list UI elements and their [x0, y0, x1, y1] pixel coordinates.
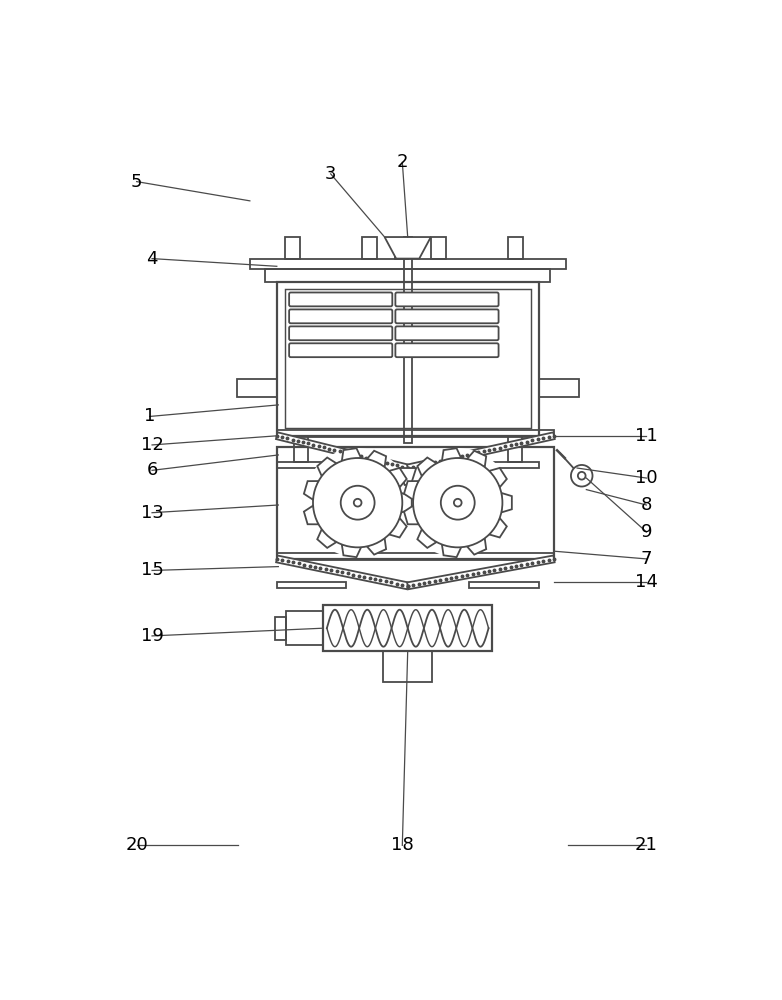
Text: 2: 2 [396, 153, 408, 171]
Polygon shape [404, 481, 418, 500]
Text: 12: 12 [141, 436, 163, 454]
Polygon shape [304, 506, 318, 524]
Polygon shape [400, 468, 416, 485]
FancyBboxPatch shape [289, 292, 393, 306]
FancyBboxPatch shape [396, 326, 499, 340]
Circle shape [353, 499, 361, 507]
Polygon shape [401, 493, 412, 512]
Polygon shape [442, 544, 461, 557]
Text: 19: 19 [141, 627, 163, 645]
Bar [508, 237, 523, 259]
Polygon shape [276, 556, 408, 589]
Text: 3: 3 [325, 165, 336, 183]
Bar [431, 237, 447, 259]
Circle shape [578, 472, 586, 480]
Text: 9: 9 [640, 523, 652, 541]
Polygon shape [490, 518, 507, 537]
FancyBboxPatch shape [396, 343, 499, 357]
Circle shape [341, 486, 375, 520]
Text: 8: 8 [640, 496, 652, 514]
Text: 15: 15 [141, 561, 163, 579]
Polygon shape [367, 538, 386, 555]
FancyBboxPatch shape [289, 326, 393, 340]
Bar [277, 553, 554, 560]
Circle shape [303, 448, 412, 557]
Bar [250, 259, 565, 269]
Text: 21: 21 [635, 836, 658, 854]
Bar [539, 379, 579, 397]
Text: 10: 10 [635, 469, 658, 487]
Text: 6: 6 [146, 461, 158, 479]
Polygon shape [389, 518, 407, 537]
Bar [383, 651, 432, 682]
FancyBboxPatch shape [289, 309, 393, 323]
Bar [277, 430, 554, 437]
Text: 5: 5 [131, 173, 142, 191]
Text: 13: 13 [141, 504, 163, 522]
Bar [469, 582, 539, 588]
Bar [265, 269, 551, 282]
Polygon shape [342, 448, 361, 461]
Circle shape [313, 458, 402, 547]
Polygon shape [304, 481, 318, 500]
Polygon shape [490, 468, 507, 487]
Bar [277, 447, 554, 559]
Text: 7: 7 [640, 550, 652, 568]
Polygon shape [467, 538, 486, 555]
Polygon shape [501, 493, 512, 512]
Bar [404, 237, 411, 443]
Bar [277, 582, 346, 588]
Text: 18: 18 [391, 836, 414, 854]
Text: 1: 1 [144, 407, 156, 425]
Polygon shape [404, 506, 418, 524]
Bar [469, 462, 539, 468]
Polygon shape [385, 237, 431, 259]
Polygon shape [389, 468, 407, 487]
Polygon shape [367, 451, 386, 467]
Polygon shape [317, 529, 336, 548]
Bar [237, 379, 277, 397]
FancyBboxPatch shape [396, 309, 499, 323]
Polygon shape [407, 555, 554, 589]
Text: 11: 11 [635, 427, 658, 445]
Polygon shape [467, 451, 486, 467]
Polygon shape [342, 544, 361, 557]
FancyBboxPatch shape [289, 343, 393, 357]
Circle shape [404, 448, 512, 557]
Bar [275, 617, 286, 640]
Text: 4: 4 [146, 250, 158, 268]
Bar [396, 249, 407, 259]
Bar [323, 605, 493, 651]
Polygon shape [276, 432, 408, 471]
Bar [285, 289, 531, 428]
Polygon shape [418, 529, 436, 548]
Circle shape [571, 465, 593, 487]
Circle shape [441, 486, 475, 520]
Bar [294, 436, 307, 462]
Polygon shape [442, 448, 461, 461]
Bar [285, 237, 300, 259]
FancyBboxPatch shape [396, 292, 499, 306]
Bar [286, 611, 323, 645]
Polygon shape [317, 458, 336, 476]
Polygon shape [418, 458, 436, 476]
Circle shape [454, 499, 461, 507]
Text: 20: 20 [125, 836, 148, 854]
Bar [361, 237, 377, 259]
Bar [277, 282, 539, 436]
Text: 14: 14 [635, 573, 658, 591]
Bar [277, 462, 346, 468]
Polygon shape [407, 432, 554, 471]
Bar [508, 436, 522, 462]
Circle shape [413, 458, 502, 547]
